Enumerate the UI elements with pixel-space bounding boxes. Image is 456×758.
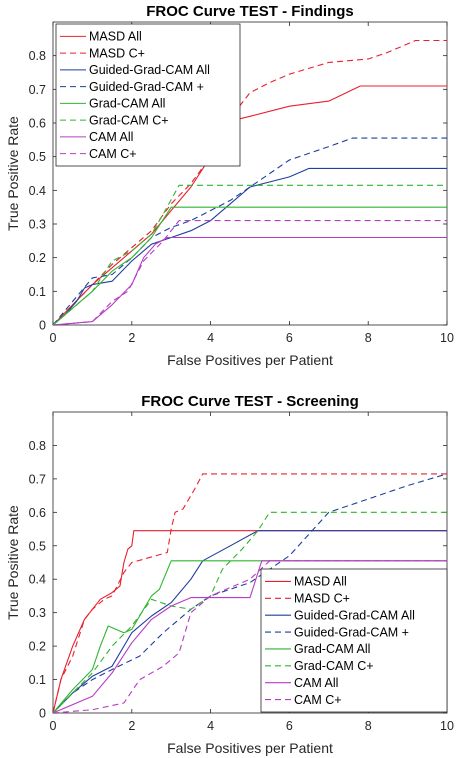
- x-tick-label: 0: [50, 719, 57, 733]
- legend-label: CAM C+: [294, 693, 342, 707]
- y-tick-label: 0: [39, 319, 46, 333]
- y-tick-label: 0.5: [29, 150, 46, 164]
- y-tick-label: 0.1: [29, 673, 46, 687]
- series-line: [53, 184, 447, 325]
- series-line: [53, 530, 447, 713]
- legend-label: Grad-CAM All: [294, 642, 370, 656]
- x-tick-label: 0: [50, 331, 57, 345]
- series-line: [53, 473, 447, 713]
- legend-label: Guided-Grad-CAM All: [89, 63, 210, 77]
- legend-label: MASD C+: [89, 46, 145, 60]
- chart-title: FROC Curve TEST - Findings: [146, 3, 354, 20]
- legend-label: MASD All: [89, 30, 142, 44]
- legend-label: Grad-CAM All: [89, 97, 165, 111]
- y-tick-label: 0.6: [29, 506, 46, 520]
- legend-label: Guided-Grad-CAM +: [89, 80, 204, 94]
- y-tick-label: 0.4: [29, 573, 46, 587]
- y-tick-label: 0.2: [29, 251, 46, 265]
- y-axis-label: True Positive Rate: [5, 116, 21, 231]
- series-line: [53, 85, 447, 325]
- y-tick-label: 0.8: [29, 439, 46, 453]
- legend-label: CAM All: [89, 130, 133, 144]
- y-tick-label: 0.7: [29, 83, 46, 97]
- legend-label: Grad-CAM C+: [294, 659, 374, 673]
- x-tick-label: 10: [440, 331, 454, 345]
- chart-panel-2: FROC Curve TEST - Screening 0 2 4 6 8 10 0 0.1 0.…: [5, 393, 454, 756]
- legend-label: Grad-CAM C+: [89, 113, 169, 127]
- y-tick-label: 0.6: [29, 117, 46, 131]
- x-tick-label: 8: [365, 331, 372, 345]
- y-tick-label: 0.1: [29, 285, 46, 299]
- y-tick-label: 0.5: [29, 539, 46, 553]
- series-line: [53, 473, 447, 713]
- series-line: [53, 511, 447, 713]
- legend-label: Guided-Grad-CAM All: [294, 608, 415, 622]
- legend-label: MASD C+: [294, 592, 350, 606]
- y-tick-label: 0.7: [29, 472, 46, 486]
- x-axis-label: False Positives per Patient: [167, 740, 333, 756]
- x-tick-label: 2: [128, 331, 135, 345]
- x-tick-label: 4: [207, 719, 214, 733]
- y-tick-label: 0.8: [29, 49, 46, 63]
- legend-box: [55, 23, 241, 167]
- legend-label: MASD All: [294, 575, 347, 589]
- x-tick-label: 6: [286, 719, 293, 733]
- legend-label: CAM All: [294, 676, 338, 690]
- y-axis-label: True Positive Rate: [5, 505, 21, 620]
- series-group: [53, 473, 447, 713]
- series-line: [53, 220, 447, 325]
- x-tick-label: 6: [286, 331, 293, 345]
- y-tick-label: 0: [39, 707, 46, 721]
- y-tick-label: 0.2: [29, 640, 46, 654]
- series-line: [53, 560, 447, 713]
- plot-area: [52, 21, 448, 326]
- series-line: [53, 206, 447, 325]
- legend: MASD All MASD C+ Guided-Grad-CAM All Guided…: [55, 23, 241, 167]
- series-line: [53, 560, 447, 713]
- chart-title: FROC Curve TEST - Screening: [141, 393, 359, 410]
- chart-panel-1: FROC Curve TEST - Findings 0 2 4 6 8 10 0 0.1 0.2…: [5, 3, 454, 368]
- legend: MASD All MASD C+ Guided-Grad-CAM All Guided…: [260, 568, 448, 713]
- y-tick-label: 0.3: [29, 606, 46, 620]
- x-axis-label: False Positives per Patient: [167, 352, 333, 368]
- series-line: [53, 530, 447, 713]
- x-tick-label: 10: [440, 719, 454, 733]
- series-line: [53, 167, 447, 325]
- x-tick-label: 4: [207, 331, 214, 345]
- legend-label: Guided-Grad-CAM +: [294, 625, 409, 639]
- series-line: [53, 560, 447, 713]
- x-tick-label: 2: [128, 719, 135, 733]
- series-line: [53, 137, 447, 325]
- x-tick-label: 8: [365, 719, 372, 733]
- y-tick-label: 0.3: [29, 218, 46, 232]
- plot-area: [52, 411, 448, 714]
- y-tick-label: 0.4: [29, 184, 46, 198]
- legend-label: CAM C+: [89, 147, 137, 161]
- legend-box: [260, 568, 448, 713]
